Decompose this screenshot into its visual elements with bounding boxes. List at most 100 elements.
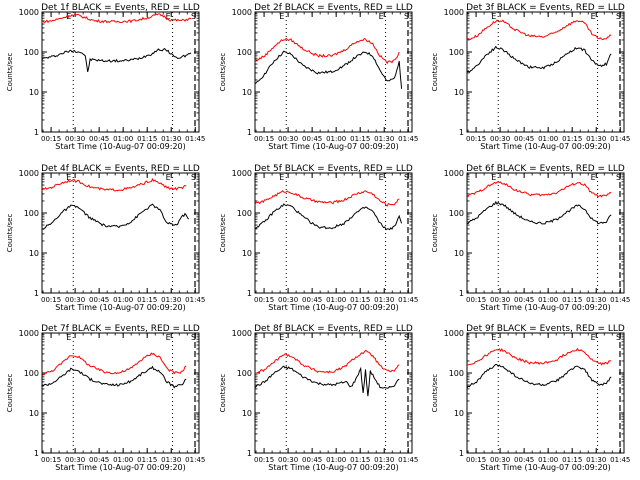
x-tick-label: 01:15 [350,456,370,464]
x-tick-label: 01:30 [374,296,394,304]
x-tick-label: 00:45 [302,296,322,304]
y-tick-label: 10 [29,88,39,97]
events-series-line [254,365,400,397]
plot-frame [466,332,625,454]
y-tick-label: 1000 [444,169,464,178]
plot-title: Det 3f BLACK = Events, RED = LLD [466,3,625,13]
x-axis-label: Start Time (10-Aug-07 00:09:20) [268,142,399,151]
y-axis-label: Counts/sec [219,214,227,253]
x-axis-label: Start Time (10-Aug-07 00:09:20) [55,463,186,472]
x-tick-label: 01:45 [610,135,630,143]
plot-title: Det 7f BLACK = Events, RED = LLD [41,324,200,334]
x-tick-label: 01:30 [586,456,606,464]
event-marker-label: E [66,333,71,342]
plot-panel-3: Det 3f BLACK = Events, RED = LLD Counts/s… [431,3,630,151]
x-axis-label: Start Time (10-Aug-07 00:09:20) [55,142,186,151]
x-tick-label: 00:15 [466,135,486,143]
saa-marker-label: S [616,12,621,21]
x-axis-label: Start Time (10-Aug-07 00:09:20) [480,142,611,151]
event-marker-label: E [379,333,384,342]
plot-frame [254,11,413,133]
y-tick-label: 100 [449,369,464,378]
plot-title: Det 8f BLACK = Events, RED = LLD [254,324,413,334]
x-tick-label: 00:45 [302,135,322,143]
saa-marker-label: S [191,333,196,342]
plot-title: Det 2f BLACK = Events, RED = LLD [254,3,413,13]
x-tick-label: 00:15 [41,135,61,143]
x-axis-label: Start Time (10-Aug-07 00:09:20) [268,463,399,472]
lld-series-line [466,347,612,366]
plot-frame [466,11,625,133]
x-tick-label: 01:30 [374,456,394,464]
saa-marker-label: S [616,333,621,342]
y-tick-label: 1 [459,128,464,137]
x-tick-label: 00:45 [89,456,109,464]
x-tick-label: 01:00 [326,135,346,143]
y-tick-label: 1 [34,289,39,298]
x-tick-label: 00:15 [41,296,61,304]
lld-series-line [466,19,612,41]
y-axis-label: Counts/sec [219,374,227,413]
x-tick-label: 01:45 [610,456,630,464]
event-marker-label: E [66,173,71,182]
y-tick-label: 1000 [232,329,252,338]
y-tick-label: 1 [247,128,252,137]
y-tick-label: 10 [29,409,39,418]
lld-series-line [254,37,400,65]
y-tick-label: 100 [237,369,252,378]
event-marker-label: E [166,12,171,21]
y-axis-label: Counts/sec [219,53,227,92]
x-axis-label: Start Time (10-Aug-07 00:09:20) [268,303,399,312]
event-marker-label: E [591,12,596,21]
event-marker-label: E [279,12,284,21]
plot-frame [466,172,625,294]
events-series-line [466,200,612,225]
x-tick-label: 01:45 [398,296,418,304]
x-tick-label: 01:00 [113,296,133,304]
y-tick-label: 100 [449,209,464,218]
event-marker-label: E [491,173,496,182]
saa-marker-label: S [191,173,196,182]
y-tick-label: 1 [247,449,252,458]
event-marker-label: E [279,333,284,342]
plot-panel-2: Det 2f BLACK = Events, RED = LLD Counts/s… [219,3,418,151]
y-tick-label: 1 [34,128,39,137]
x-tick-label: 00:30 [65,135,85,143]
x-tick-label: 01:15 [562,456,582,464]
y-tick-label: 10 [454,249,464,258]
plot-panel-5: Det 5f BLACK = Events, RED = LLD Counts/s… [219,164,418,312]
y-axis-label: Counts/sec [431,214,439,253]
x-tick-label: 01:00 [326,296,346,304]
x-tick-label: 01:15 [137,135,157,143]
y-tick-label: 1 [247,289,252,298]
lld-series-line [466,181,612,198]
saa-marker-label: S [404,333,409,342]
x-tick-label: 00:45 [514,296,534,304]
x-tick-label: 01:45 [185,296,205,304]
event-marker-label: E [166,333,171,342]
y-tick-label: 1 [459,289,464,298]
y-tick-label: 1000 [232,8,252,17]
lld-series-line [41,13,192,24]
y-tick-label: 1000 [19,329,39,338]
x-tick-label: 00:30 [278,135,298,143]
plot-title: Det 1f BLACK = Events, RED = LLD [41,3,200,13]
event-marker-label: E [591,333,596,342]
event-marker-label: E [166,173,171,182]
plot-title: Det 6f BLACK = Events, RED = LLD [466,164,625,174]
event-marker-label: E [379,173,384,182]
plot-panel-8: Det 8f BLACK = Events, RED = LLD Counts/s… [219,324,418,472]
plot-frame [41,332,200,454]
x-tick-label: 00:15 [466,296,486,304]
x-tick-label: 00:45 [302,456,322,464]
y-axis-label: Counts/sec [6,53,14,92]
events-series-line [41,47,192,73]
y-tick-label: 10 [29,249,39,258]
x-tick-label: 01:00 [113,456,133,464]
y-tick-label: 1000 [444,8,464,17]
x-tick-label: 00:30 [65,456,85,464]
y-tick-label: 1000 [444,329,464,338]
x-tick-label: 00:15 [254,135,274,143]
y-tick-label: 100 [449,48,464,57]
y-tick-label: 1 [34,449,39,458]
